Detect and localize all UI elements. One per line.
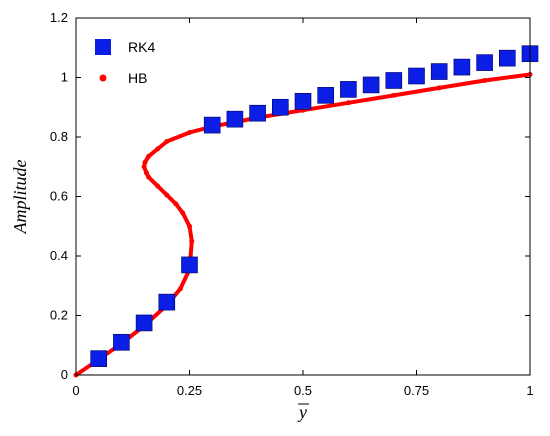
rk4-point	[385, 72, 403, 89]
y-tick-label: 0.8	[50, 129, 68, 144]
x-tick-label: 0.5	[294, 383, 312, 398]
rk4-point	[249, 104, 266, 122]
x-tick-label: 1	[526, 383, 533, 398]
legend-label-hb: HB	[128, 70, 147, 86]
rk4-point	[498, 49, 516, 67]
y-tick-label: 0.4	[50, 248, 68, 263]
rk4-point	[317, 87, 335, 104]
axis-ticks: 0 0.25 0.5 0.75 1 0 0.2 0.4 0.6 0.8 1 1.2	[50, 10, 534, 398]
rk4-point	[453, 58, 471, 76]
x-tick-label: 0	[72, 383, 79, 398]
rk4-point	[294, 93, 312, 110]
rk4-point	[181, 256, 198, 274]
legend-label-rk4: RK4	[128, 39, 155, 55]
rk4-point	[203, 116, 221, 134]
rk4-point	[113, 333, 130, 351]
rk4-point	[271, 98, 289, 116]
x-tick-label: 0.75	[404, 383, 429, 398]
rk4-point	[340, 81, 357, 98]
rk4-point	[476, 54, 493, 71]
rk4-point	[362, 76, 380, 94]
legend-marker-rk4	[95, 39, 111, 55]
x-axis-label: y	[297, 402, 307, 422]
rk4-point	[408, 67, 425, 85]
y-axis-label: Amplitude	[10, 160, 30, 235]
legend: RK4 HB	[95, 39, 155, 86]
y-tick-label: 0.6	[50, 189, 68, 204]
rk4-point	[90, 350, 107, 367]
rk4-point	[158, 293, 176, 311]
y-tick-label: 0	[61, 367, 68, 382]
legend-marker-hb	[99, 74, 107, 82]
hb-curve	[74, 72, 532, 377]
y-tick-label: 1.2	[50, 10, 68, 25]
y-tick-label: 1	[61, 70, 68, 85]
x-tick-label: 0.25	[177, 383, 202, 398]
rk4-point	[135, 314, 153, 332]
rk4-point	[430, 63, 448, 80]
y-tick-label: 0.2	[50, 308, 68, 323]
plot-area	[73, 45, 539, 378]
rk4-point	[226, 110, 244, 128]
